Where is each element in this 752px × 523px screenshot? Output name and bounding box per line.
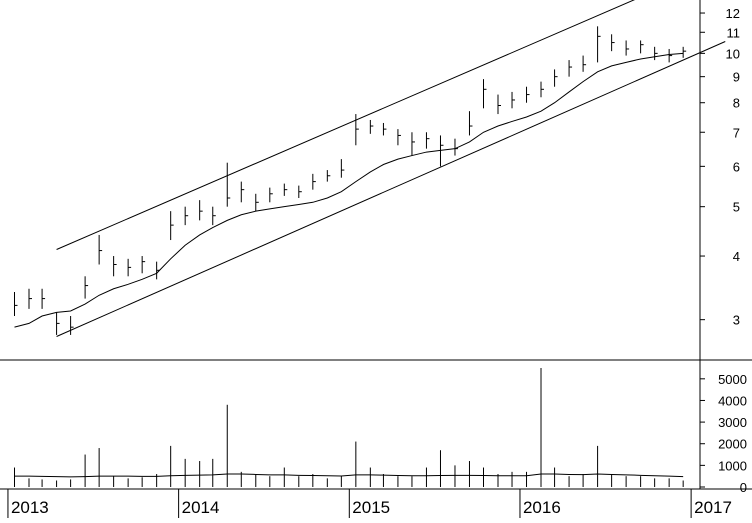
price-tick-label: 6 xyxy=(733,159,740,174)
year-label: 2015 xyxy=(352,498,390,517)
volume-tick-label: 2000 xyxy=(718,437,747,452)
volume-tick-label: 5000 xyxy=(718,372,747,387)
year-label: 2016 xyxy=(523,498,561,517)
x-axis: 2013 2014 2015 2016 2017 xyxy=(0,488,752,518)
price-tick-label: 11 xyxy=(727,25,741,40)
channel-line xyxy=(56,0,636,250)
price-panel: 3 4 5 6 7 8 9 10 11 12 xyxy=(0,0,752,489)
year-label: 2013 xyxy=(11,498,49,517)
volume-average-line xyxy=(14,473,684,478)
volume-tick-label: 3000 xyxy=(718,415,747,430)
price-tick-label: 5 xyxy=(733,200,740,215)
price-tick-label: 10 xyxy=(726,46,740,61)
volume-tick-label: 0 xyxy=(740,480,747,495)
channel-line xyxy=(56,41,726,337)
volume-panel: 0 1000 2000 3000 4000 5000 xyxy=(13,368,747,495)
volume-tick-label: 1000 xyxy=(718,458,747,473)
price-tick-label: 9 xyxy=(733,70,740,85)
price-tick-label: 4 xyxy=(733,249,740,264)
volume-tick-label: 4000 xyxy=(718,393,747,408)
price-tick-label: 12 xyxy=(726,6,740,21)
moving-average-line xyxy=(14,52,684,328)
year-label: 2017 xyxy=(694,498,732,517)
price-tick-label: 3 xyxy=(733,313,740,328)
year-label: 2014 xyxy=(182,498,220,517)
price-tick-label: 8 xyxy=(733,96,740,111)
price-tick-label: 7 xyxy=(733,125,740,140)
